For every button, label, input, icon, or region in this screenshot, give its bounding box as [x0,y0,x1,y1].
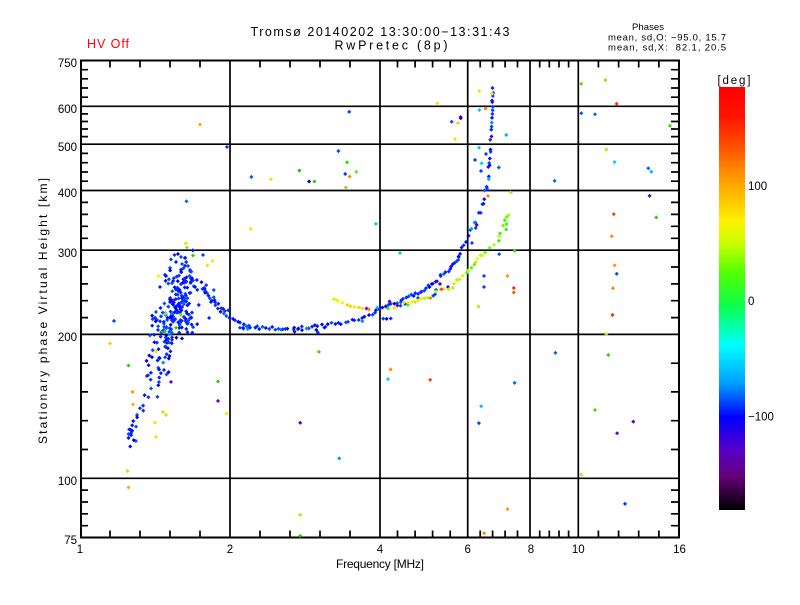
svg-text:−100: −100 [748,412,774,424]
svg-text:Tromsø 20140202 13:30:00−13:31: Tromsø 20140202 13:30:00−13:31:43 [251,25,510,39]
svg-text:10: 10 [572,544,585,556]
svg-text:300: 300 [58,248,77,260]
svg-text:600: 600 [58,104,77,116]
svg-text:HV Off: HV Off [87,37,130,51]
svg-text:16: 16 [673,544,686,556]
svg-text:200: 200 [58,332,77,344]
svg-text:mean, sd,O: −95.0, 15.7: mean, sd,O: −95.0, 15.7 [608,33,726,44]
svg-text:mean, sd,X: 82.1, 20.5: mean, sd,X: 82.1, 20.5 [608,43,726,54]
svg-text:0: 0 [748,296,754,308]
svg-text:[deg]: [deg] [718,75,751,87]
svg-text:100: 100 [58,476,77,488]
svg-text:2: 2 [227,544,233,556]
svg-text:Stationary phase Virtual Heigh: Stationary phase Virtual Height [km] [36,178,50,444]
svg-text:500: 500 [58,142,77,154]
svg-text:750: 750 [58,58,77,70]
svg-text:4: 4 [377,544,384,556]
svg-text:1: 1 [77,544,83,556]
svg-text:6: 6 [464,544,470,556]
svg-text:8: 8 [528,544,534,556]
svg-text:400: 400 [58,188,77,200]
svg-text:100: 100 [748,181,767,193]
svg-text:75: 75 [64,535,77,547]
svg-text:Phases: Phases [632,22,664,33]
svg-text:Frequency [MHz]: Frequency [MHz] [336,557,424,571]
